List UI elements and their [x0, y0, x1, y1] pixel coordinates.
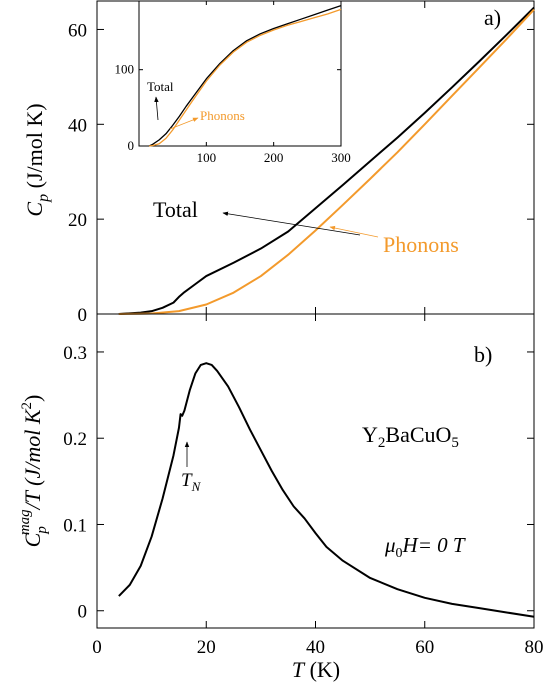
x-tick-label: 60 — [415, 637, 434, 658]
plot-frame — [138, 0, 342, 147]
series-label: Phonons — [383, 232, 459, 257]
y-tick-label: 0 — [78, 305, 88, 326]
arrow — [329, 225, 379, 238]
x-tick-label: 40 — [306, 637, 325, 658]
panel-label: b) — [474, 342, 492, 367]
x-tick-label: 20 — [197, 637, 216, 658]
plots: 0 20 40 60 0 20 40 60 80 0 0.1 0.2 0.3 100 200 300 0 100 — [63, 0, 544, 658]
series-label: Phonons — [200, 108, 245, 123]
y-axis-label: Cp (J/mol K) — [22, 103, 52, 216]
y-axis-label: Cpmag/T (J/mol K2) — [17, 395, 50, 548]
plot-frame — [96, 313, 535, 629]
data-line — [118, 8, 535, 315]
data-line — [148, 4, 342, 147]
data-line — [118, 362, 535, 618]
x-tick-label: 300 — [331, 150, 351, 165]
compound: Y2BaCuO5 — [362, 422, 459, 451]
y-tick-label: 0 — [78, 602, 88, 623]
y-tick-label: 60 — [68, 20, 87, 41]
arrow — [222, 211, 361, 236]
transition-label: TN — [181, 470, 202, 494]
y-tick-label: 40 — [68, 115, 87, 136]
y-tick-label: 20 — [68, 210, 87, 231]
y-tick-label: 0.2 — [63, 429, 87, 450]
panel-label: a) — [484, 5, 501, 30]
y-tick-label: 0.1 — [63, 515, 87, 536]
arrow — [154, 96, 159, 121]
y-tick-label: 0.3 — [63, 343, 87, 364]
data-line — [149, 8, 342, 147]
series-label: Total — [147, 79, 174, 94]
x-tick-label: 80 — [525, 637, 544, 658]
y-tick-label: 100 — [115, 62, 135, 77]
data-line — [118, 6, 535, 315]
x-axis-label: T (K) — [292, 657, 340, 682]
field-label: μ0H= 0 T — [384, 533, 466, 561]
x-tick-label: 0 — [92, 637, 102, 658]
x-tick-label: 100 — [197, 150, 217, 165]
x-tick-label: 200 — [264, 150, 284, 165]
y-tick-label: 0 — [128, 138, 135, 153]
series-label: Total — [153, 197, 198, 222]
arrow — [169, 117, 199, 130]
